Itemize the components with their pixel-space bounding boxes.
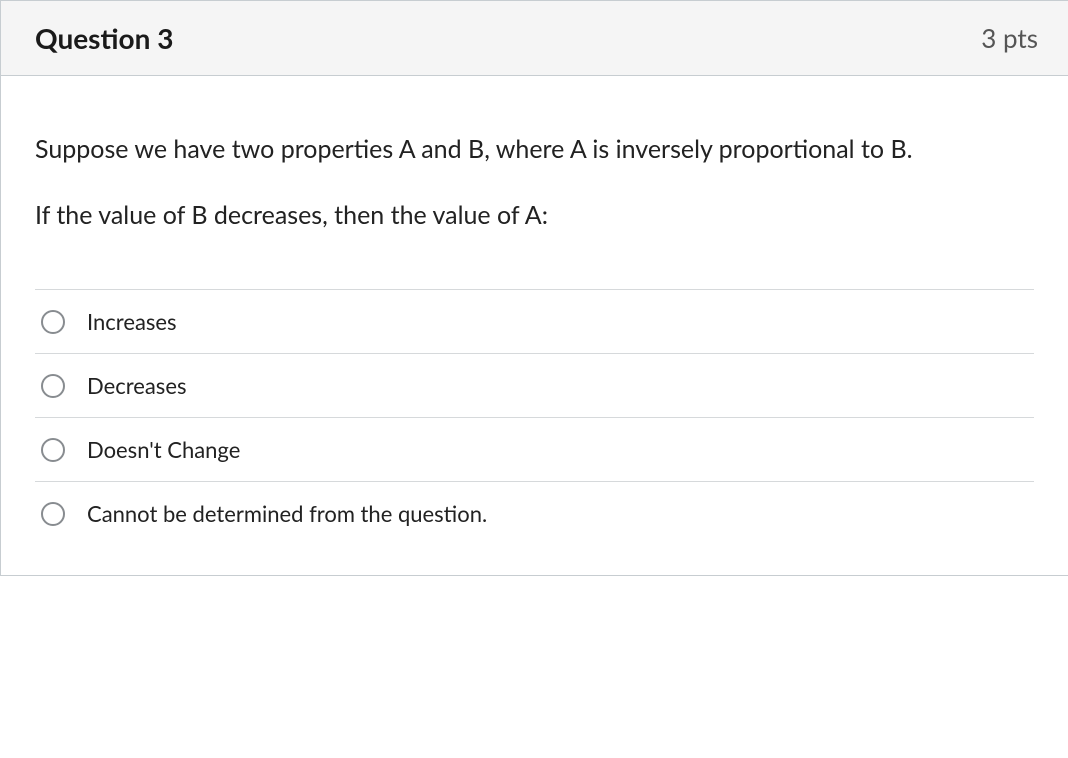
radio-icon[interactable] xyxy=(41,502,65,526)
answer-label: Increases xyxy=(87,308,177,335)
question-title: Question 3 xyxy=(35,21,173,55)
question-body: Suppose we have two properties A and B, … xyxy=(1,76,1068,575)
question-header: Question 3 3 pts xyxy=(1,1,1068,76)
question-prompt-line-2: If the value of B decreases, then the va… xyxy=(35,197,915,235)
answer-option[interactable]: Cannot be determined from the question. xyxy=(35,481,1034,545)
question-card: Question 3 3 pts Suppose we have two pro… xyxy=(0,0,1068,576)
radio-icon[interactable] xyxy=(41,310,65,334)
question-points: 3 pts xyxy=(981,22,1038,54)
radio-icon[interactable] xyxy=(41,438,65,462)
answer-option[interactable]: Increases xyxy=(35,289,1034,353)
answer-option[interactable]: Decreases xyxy=(35,353,1034,417)
answer-label: Decreases xyxy=(87,372,186,399)
radio-icon[interactable] xyxy=(41,374,65,398)
answer-label: Cannot be determined from the question. xyxy=(87,500,487,527)
answer-list: Increases Decreases Doesn't Change Canno… xyxy=(35,289,1034,545)
answer-label: Doesn't Change xyxy=(87,436,240,463)
answer-option[interactable]: Doesn't Change xyxy=(35,417,1034,481)
question-prompt-line-1: Suppose we have two properties A and B, … xyxy=(35,131,915,169)
